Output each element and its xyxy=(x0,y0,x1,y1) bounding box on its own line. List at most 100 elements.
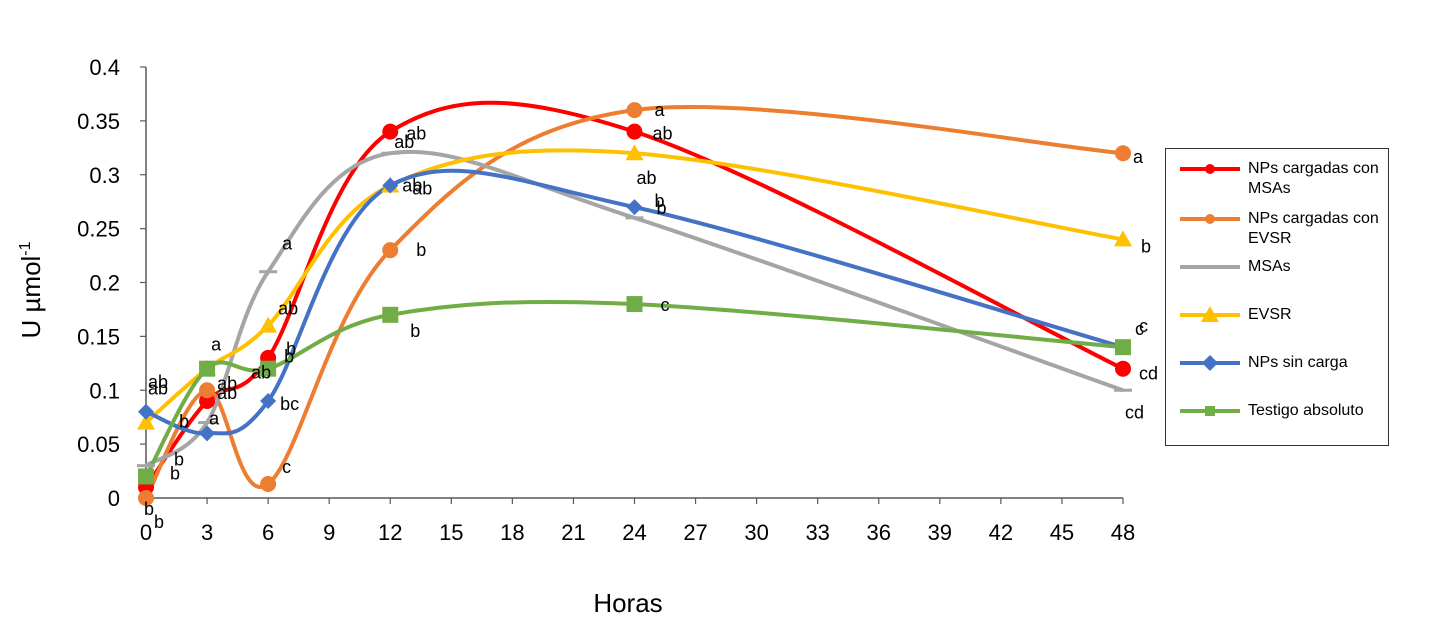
legend-marker xyxy=(1201,265,1219,269)
x-tick-label: 45 xyxy=(1050,520,1074,545)
data-point-marker xyxy=(137,464,155,468)
x-tick-label: 15 xyxy=(439,520,463,545)
data-point-marker xyxy=(260,393,277,410)
legend-symbol xyxy=(1180,265,1240,269)
data-point-marker xyxy=(382,177,399,194)
y-axis-title-text: U µmol xyxy=(16,256,46,339)
chart-axes: 00.050.10.150.20.250.30.350.40 3 6 9 12 15 18 2… xyxy=(77,55,1135,545)
significance-label: c xyxy=(661,295,670,315)
significance-label: ab xyxy=(637,168,657,188)
significance-label: ab xyxy=(148,372,168,392)
x-tick-label: 9 xyxy=(323,520,335,545)
significance-label: b xyxy=(144,499,154,519)
significance-label: b xyxy=(179,411,189,431)
x-axis-title: Horas xyxy=(593,588,662,618)
significance-label: b xyxy=(657,198,667,218)
x-tick-label: 42 xyxy=(989,520,1013,545)
legend-label: Testigo absoluto xyxy=(1248,402,1364,419)
data-point-marker xyxy=(259,270,278,274)
legend-label: MSAs xyxy=(1248,258,1291,275)
chart-legend: NPs cargadas con MSAs NPs cargadas con EV… xyxy=(1165,148,1389,446)
y-tick-label: 0.3 xyxy=(89,163,120,188)
y-tick-label: 0.05 xyxy=(77,432,120,457)
data-point-marker xyxy=(137,413,155,430)
legend-label: NPs sin carga xyxy=(1248,354,1348,371)
significance-label: ab xyxy=(217,383,237,403)
significance-label: ab xyxy=(217,373,237,393)
y-axis-title-superscript: -1 xyxy=(17,241,34,255)
significance-label: ab xyxy=(394,132,414,152)
data-point-marker xyxy=(625,216,644,220)
data-point-marker xyxy=(260,475,277,492)
x-tick-label: 33 xyxy=(805,520,829,545)
data-point-marker xyxy=(382,242,399,259)
data-point-marker xyxy=(138,468,154,485)
legend-item: MSAs xyxy=(1176,257,1384,281)
y-tick-label: 0.4 xyxy=(89,55,120,80)
y-axis-title: U µmol-1 xyxy=(16,241,46,338)
y-tick-label: 0.2 xyxy=(89,271,120,296)
legend-item: NPs cargadas con MSAs xyxy=(1176,159,1384,199)
significance-label: a xyxy=(211,335,222,355)
data-point-marker xyxy=(199,360,216,377)
significance-label: b xyxy=(174,450,184,470)
data-point-marker xyxy=(1114,388,1132,392)
y-tick-label: 0.1 xyxy=(89,378,120,403)
legend-label: NPs cargadas con EVSR xyxy=(1248,210,1379,247)
significance-label: ab xyxy=(406,124,426,144)
legend-label: EVSR xyxy=(1248,306,1292,323)
significance-label: b xyxy=(284,347,294,367)
y-tick-label: 0.25 xyxy=(77,217,120,242)
x-tick-label: 24 xyxy=(622,520,646,545)
legend-marker xyxy=(1201,306,1219,322)
data-point-marker xyxy=(138,490,154,506)
data-point-marker xyxy=(260,360,277,377)
significance-label: b xyxy=(655,191,665,211)
data-point-marker xyxy=(1115,339,1131,356)
significance-label: bc xyxy=(280,394,299,414)
significance-label: ab xyxy=(278,299,298,319)
significance-label: ab xyxy=(653,124,673,144)
data-point-marker xyxy=(1114,230,1132,247)
x-tick-label: 36 xyxy=(867,520,891,545)
data-point-marker xyxy=(381,151,400,155)
x-tick-label: 48 xyxy=(1111,520,1135,545)
significance-label: a xyxy=(655,100,666,120)
x-tick-label: 0 xyxy=(140,520,152,545)
data-point-marker xyxy=(625,144,644,161)
series-line xyxy=(144,148,1124,425)
data-point-marker xyxy=(626,296,643,313)
significance-label: b xyxy=(1141,236,1151,256)
significance-label: c xyxy=(1135,319,1144,339)
legend-symbol xyxy=(1180,214,1240,224)
data-point-marker xyxy=(259,316,278,333)
legend-item: NPs sin carga xyxy=(1176,353,1384,377)
significance-label: ab xyxy=(402,176,422,196)
significance-label: cd xyxy=(1125,402,1144,422)
significance-label: ab xyxy=(412,179,432,199)
legend-symbol xyxy=(1180,306,1240,322)
data-point-marker xyxy=(382,123,399,140)
legend-marker xyxy=(1205,164,1215,174)
data-point-marker xyxy=(626,123,643,140)
significance-label: cd xyxy=(1139,364,1158,384)
legend-symbol xyxy=(1180,355,1240,371)
significance-label: a xyxy=(209,409,220,429)
significance-label: b xyxy=(416,240,426,260)
data-point-marker xyxy=(382,306,399,323)
series-line xyxy=(144,299,1124,478)
y-tick-label: 0.15 xyxy=(77,324,120,349)
legend-item: NPs cargadas con EVSR xyxy=(1176,209,1384,249)
significance-label: b xyxy=(410,321,420,341)
legend-item: EVSR xyxy=(1176,305,1384,329)
y-tick-label: 0 xyxy=(108,486,120,511)
significance-label: b xyxy=(286,339,296,359)
significance-label: a xyxy=(282,234,293,254)
legend-marker xyxy=(1202,355,1218,371)
y-tick-label: 0.35 xyxy=(77,109,120,134)
significance-label: c xyxy=(1139,316,1148,336)
legend-marker xyxy=(1205,214,1215,224)
data-point-marker xyxy=(138,403,154,420)
x-tick-label: 30 xyxy=(744,520,768,545)
